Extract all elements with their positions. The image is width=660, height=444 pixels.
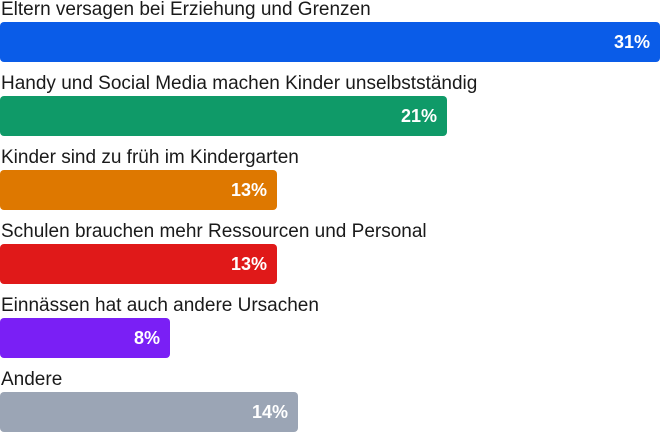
category-label: Andere <box>1 369 63 390</box>
bar: 14% <box>0 392 298 432</box>
value-label: 8% <box>133 328 160 348</box>
category-label: Einnässen hat auch andere Ursachen <box>1 295 319 316</box>
bar-row: Eltern versagen bei Erziehung und Grenze… <box>0 0 660 74</box>
value-label: 13% <box>230 254 267 274</box>
value-label: 14% <box>251 402 288 422</box>
bar: 31% <box>0 22 660 62</box>
bar-chart: Eltern versagen bei Erziehung und Grenze… <box>0 0 660 432</box>
bar-row: Einnässen hat auch andere Ursachen 8% <box>0 295 660 370</box>
category-label: Eltern versagen bei Erziehung und Grenze… <box>1 0 371 20</box>
bar: 21% <box>0 96 447 136</box>
category-label: Schulen brauchen mehr Ressourcen und Per… <box>1 221 427 242</box>
bar: 13% <box>0 244 277 284</box>
category-label: Handy und Social Media machen Kinder uns… <box>1 73 478 94</box>
bar: 13% <box>0 170 277 210</box>
value-label: 21% <box>400 106 437 126</box>
bar-row: Schulen brauchen mehr Ressourcen und Per… <box>0 221 660 296</box>
bar-row: Kinder sind zu früh im Kindergarten 13% <box>0 147 660 222</box>
bar-row: Handy und Social Media machen Kinder uns… <box>0 73 660 148</box>
bar: 8% <box>0 318 170 358</box>
category-label: Kinder sind zu früh im Kindergarten <box>1 147 299 168</box>
bar-row: Andere 14% <box>0 369 660 444</box>
value-label: 13% <box>230 180 267 200</box>
value-label: 31% <box>613 32 650 52</box>
